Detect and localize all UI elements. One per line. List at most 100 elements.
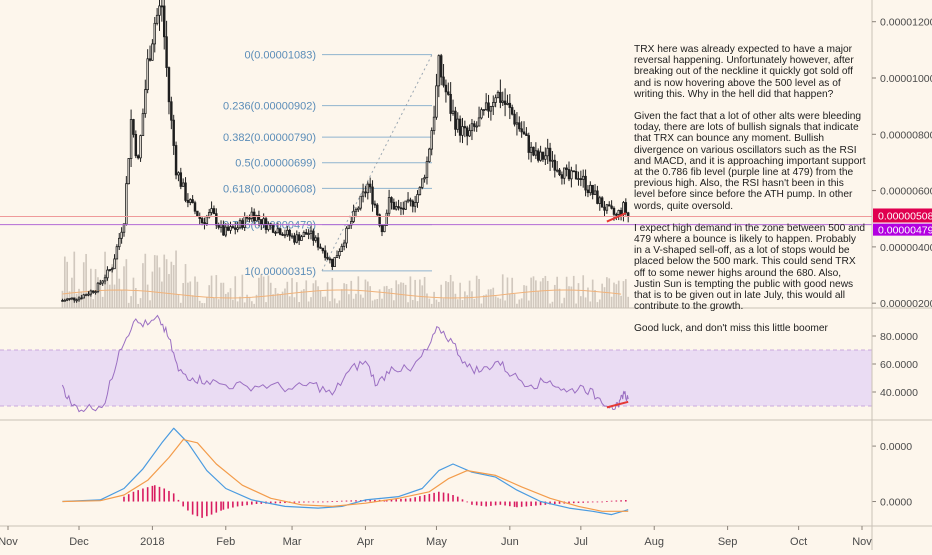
macd-histogram-bar xyxy=(284,501,286,504)
candle-body xyxy=(378,214,381,226)
volume-bar xyxy=(305,280,308,308)
volume-bar xyxy=(312,283,315,308)
volume-bar xyxy=(286,281,289,308)
volume-bar xyxy=(106,269,109,308)
candle-body xyxy=(106,269,109,279)
macd-histogram-bar xyxy=(137,490,139,502)
note-paragraph: I expect high demand in the zone between… xyxy=(634,222,866,313)
macd-histogram-bar xyxy=(572,501,575,504)
volume-bar xyxy=(411,299,414,308)
volume-bar xyxy=(338,300,341,308)
macd-histogram-bar xyxy=(303,501,305,503)
volume-bar xyxy=(572,275,575,308)
volume-bar xyxy=(494,296,497,308)
volume-bar xyxy=(620,295,622,308)
candle-body xyxy=(359,195,362,209)
candle-body xyxy=(463,126,467,129)
macd-histogram-bar xyxy=(385,499,388,502)
candle-body xyxy=(447,91,450,95)
candle-body xyxy=(539,151,542,161)
candle-body xyxy=(584,175,587,191)
candle-body xyxy=(508,102,512,108)
volume-bar xyxy=(272,294,274,308)
candle-body xyxy=(167,67,171,103)
volume-bar xyxy=(615,284,618,308)
volume-bar xyxy=(153,255,156,308)
candle-body xyxy=(286,229,289,236)
macd-histogram-bar xyxy=(298,501,300,503)
candle-body xyxy=(551,159,554,162)
candle-body xyxy=(537,150,540,161)
candle-body xyxy=(480,109,483,119)
fib-trend-line xyxy=(321,54,433,272)
candle-body xyxy=(513,113,516,125)
candle-body xyxy=(84,294,88,297)
volume-bar xyxy=(437,301,440,308)
macd-histogram-bar xyxy=(606,501,608,502)
rsi-band xyxy=(0,350,872,406)
candle-body xyxy=(96,282,100,293)
candle-body xyxy=(477,117,481,127)
macd-histogram-bar xyxy=(312,501,315,503)
candle-body xyxy=(371,186,374,205)
volume-bar xyxy=(175,250,177,308)
volume-bar xyxy=(478,279,480,308)
candle-body xyxy=(458,118,462,136)
macd-histogram-bar xyxy=(400,498,402,502)
macd-histogram-bar xyxy=(577,501,580,503)
volume-bar xyxy=(359,294,362,308)
candle-body xyxy=(546,147,549,157)
macd-tick-label: 0.0000 xyxy=(880,497,912,509)
macd-histogram-bar xyxy=(187,501,189,511)
macd-histogram-bar xyxy=(336,500,338,502)
candle-body xyxy=(328,258,332,261)
macd-histogram-bar xyxy=(442,492,445,502)
volume-bar xyxy=(132,277,135,308)
volume-bar xyxy=(390,288,393,308)
macd-histogram-bar xyxy=(535,501,537,506)
volume-bar xyxy=(243,302,246,308)
macd-histogram-bar xyxy=(227,501,229,509)
candle-body xyxy=(600,197,604,208)
volume-bar xyxy=(456,299,459,308)
volume-bar xyxy=(279,294,282,308)
macd-histogram-bar xyxy=(456,496,459,502)
volume-bar xyxy=(475,275,478,308)
candle-body xyxy=(506,102,509,105)
price-tick-label: 0.00000200 xyxy=(880,298,932,310)
volume-bar xyxy=(191,295,194,308)
candle-body xyxy=(596,190,599,204)
volume-bar xyxy=(127,302,130,308)
macd-histogram-bar xyxy=(466,501,469,503)
candle-body xyxy=(354,209,358,212)
volume-bar xyxy=(293,297,296,308)
candle-body xyxy=(347,224,351,229)
volume-bar xyxy=(80,291,83,308)
candle-body xyxy=(177,172,180,176)
volume-bar xyxy=(482,295,485,308)
volume-bar xyxy=(246,294,248,308)
candle-body xyxy=(101,280,104,284)
candle-body xyxy=(125,183,128,225)
volume-bar xyxy=(532,276,535,308)
candle-body xyxy=(437,55,441,87)
volume-bar xyxy=(461,299,464,308)
candle-body xyxy=(297,234,301,241)
candle-body xyxy=(421,178,424,188)
volume-bar xyxy=(137,303,140,308)
price-tick-label: 0.00000400 xyxy=(880,242,932,254)
candle-body xyxy=(134,134,138,157)
candle-body xyxy=(428,148,431,162)
volume-bar xyxy=(236,301,239,308)
volume-bar xyxy=(501,274,504,308)
candle-body xyxy=(290,235,294,238)
candle-body xyxy=(532,146,535,156)
volume-bar xyxy=(452,281,454,308)
candle-body xyxy=(132,119,135,135)
volume-bar xyxy=(511,277,514,308)
time-tick-label: Oct xyxy=(790,536,807,548)
volume-bar xyxy=(224,293,227,308)
volume-bar xyxy=(376,299,379,308)
